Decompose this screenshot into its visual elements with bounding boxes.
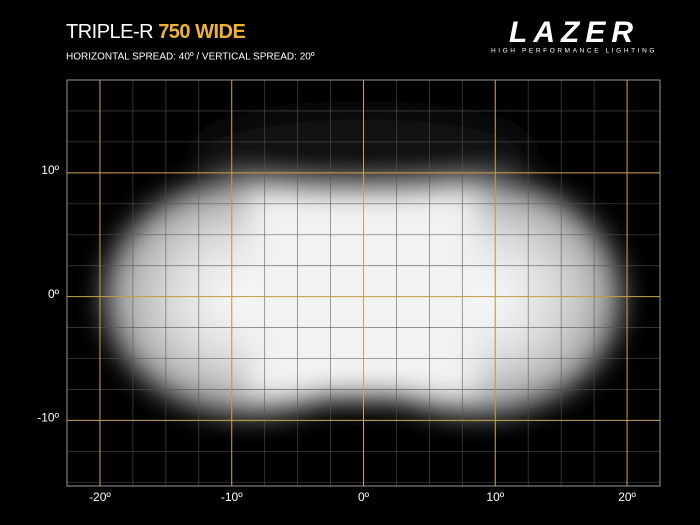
- plot-area: [67, 80, 660, 486]
- x-tick-label: -20º: [89, 490, 111, 504]
- x-tick-label: 20º: [618, 490, 636, 504]
- y-tick-label: -10º: [37, 411, 59, 425]
- title-text: TRIPLE-R: [66, 21, 153, 43]
- y-tick-label: 10º: [41, 163, 59, 177]
- x-tick-label: 0º: [358, 490, 370, 504]
- chart-subtitle: HORIZONTAL SPREAD: 40º / VERTICAL SPREAD…: [66, 52, 315, 63]
- logo-tagline: HIGH PERFORMANCE LIGHTING: [491, 48, 657, 55]
- logo-brand: LAZER: [509, 16, 639, 49]
- plot-frame: [66, 79, 661, 487]
- title-highlight: 750 WIDE: [158, 21, 245, 43]
- y-tick-label: 0º: [48, 287, 60, 301]
- x-tick-label: 10º: [486, 490, 504, 504]
- x-tick-label: -10º: [221, 490, 243, 504]
- chart-title: TRIPLE-R 750 WIDE: [66, 21, 245, 43]
